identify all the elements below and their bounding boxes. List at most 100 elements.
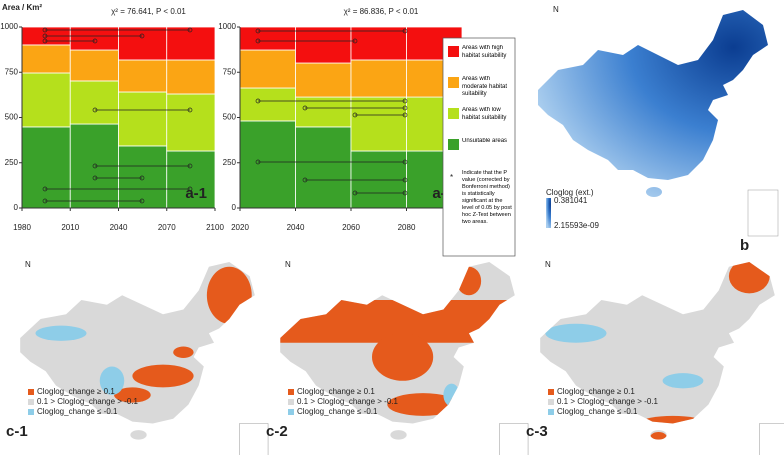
bar-segment: [166, 93, 216, 152]
y-tick-label: 1000: [218, 22, 236, 31]
legend-label: 0.1 > Cloglog_change > -0.1: [297, 397, 399, 406]
legend-swatch: [448, 108, 459, 119]
x-tick-label: 2070: [158, 223, 176, 232]
y-axis-label: Area / Km²: [2, 3, 42, 12]
legend-note-box: Indicate that the P value (corrected by …: [462, 170, 512, 225]
bar-segment: [21, 126, 71, 209]
legend-label: Cloglog_change ≥ 0.1: [37, 387, 115, 396]
legend-label: Cloglog_change ≤ -0.1: [557, 407, 638, 416]
bar-segment: [118, 145, 168, 209]
x-tick-label: 2020: [231, 223, 249, 232]
panel-label: c-1: [6, 423, 28, 440]
bar-segment: [350, 59, 407, 98]
bar-segment: [166, 26, 216, 61]
y-tick-label: 1000: [0, 22, 18, 31]
bar-segment: [118, 59, 168, 93]
legend-min: 2.15593e-09: [554, 221, 599, 230]
subtitle: χ² = 86.836, P < 0.01: [344, 7, 419, 16]
legend-label-box: Unsuitable areas: [462, 138, 508, 144]
north-label: N: [285, 260, 291, 269]
bar-segment: [118, 26, 168, 61]
north-label: N: [25, 260, 31, 269]
bar-segment: [350, 26, 407, 61]
legend-swatch: [548, 389, 554, 395]
legend-swatch: [548, 399, 554, 405]
inset: [747, 189, 779, 237]
bar-segment: [295, 96, 352, 128]
x-tick-label: 2040: [110, 223, 128, 232]
legend-swatch: [28, 409, 34, 415]
legend-label-box: Areas with low habitat suitability: [462, 107, 507, 121]
bar-segment: [239, 49, 296, 89]
y-tick-label: 750: [223, 67, 237, 76]
x-tick-label: 1980: [13, 223, 31, 232]
map-c3: [540, 262, 784, 455]
bar-segment: [239, 26, 296, 51]
map-b: N Cloglog (ext.) 0.381041 2.15593e-09 b: [538, 5, 779, 254]
legend-label: Cloglog_change ≤ -0.1: [37, 407, 118, 416]
legend-label-box: Areas with high habitat suitability: [462, 45, 507, 59]
bar-segment: [118, 91, 168, 147]
bar-segment: [166, 59, 216, 95]
inset: [499, 423, 529, 455]
bar-segment: [69, 80, 119, 125]
bar-segment: [239, 120, 296, 209]
y-tick-label: 0: [14, 203, 19, 212]
bar-segment: [21, 72, 71, 128]
bar-segment: [350, 96, 407, 152]
bar-segment: [69, 26, 119, 51]
x-tick-label: 2080: [398, 223, 416, 232]
legend-title: Cloglog (ext.): [546, 188, 594, 197]
legend-swatch: [448, 139, 459, 150]
legend-label: Cloglog_change ≥ 0.1: [557, 387, 635, 396]
legend-swatch: [28, 399, 34, 405]
inset: [759, 423, 784, 455]
y-tick-label: 500: [223, 113, 237, 122]
y-tick-label: 250: [223, 158, 237, 167]
legend-label: 0.1 > Cloglog_change > -0.1: [557, 397, 659, 406]
legend-label: Unsuitable areas: [462, 138, 508, 144]
map-c2: [280, 262, 529, 455]
legend-swatch: [28, 389, 34, 395]
y-tick-label: 750: [5, 67, 19, 76]
x-tick-label: 2040: [287, 223, 305, 232]
north-label: N: [553, 5, 559, 14]
map-change: [35, 266, 252, 403]
map-shape: [538, 10, 768, 197]
legend-items: Areas with high habitat suitability Areas…: [448, 45, 508, 150]
legend-swatch: [448, 77, 459, 88]
bar-segment: [350, 150, 407, 209]
x-tick-label: 2060: [342, 223, 360, 232]
inset: [239, 423, 269, 455]
x-tick-label: 2100: [206, 223, 224, 232]
x-tick-label: 2010: [61, 223, 79, 232]
y-tick-label: 0: [232, 203, 237, 212]
bar-segment: [295, 126, 352, 209]
legend-label-box: Areas with moderate habitat suitability: [462, 76, 508, 97]
subtitle: χ² = 76.641, P < 0.01: [111, 7, 186, 16]
bar-segment: [295, 26, 352, 64]
bar-segment: [295, 62, 352, 98]
legend-label: Areas with moderate habitat suitability: [462, 76, 508, 97]
panel-label: a-1: [185, 185, 207, 202]
legend-swatch: [288, 389, 294, 395]
significance-marks: [42, 27, 408, 204]
legend-label: Areas with high habitat suitability: [462, 45, 507, 59]
legend-note: Indicate that the P value (corrected by …: [462, 170, 512, 225]
map-c1: [20, 262, 269, 455]
legend-swatch: [288, 399, 294, 405]
legend-swatch: [448, 46, 459, 57]
legend: Areas with high habitat suitability Areas…: [442, 37, 516, 257]
panel-label: c-3: [526, 423, 548, 440]
bar-segment: [239, 87, 296, 122]
legend-label: Cloglog_change ≥ 0.1: [297, 387, 375, 396]
legend-label: Areas with low habitat suitability: [462, 107, 507, 121]
y-tick-label: 250: [5, 158, 19, 167]
map-change: [280, 266, 515, 416]
legend-swatch: [548, 409, 554, 415]
charts: 0 250 500 750 1000 1980 2010 2040 2070 2100 χ² = 7…: [0, 3, 514, 232]
legend-ramp: [546, 198, 551, 228]
legend-label: Cloglog_change ≤ -0.1: [297, 407, 378, 416]
